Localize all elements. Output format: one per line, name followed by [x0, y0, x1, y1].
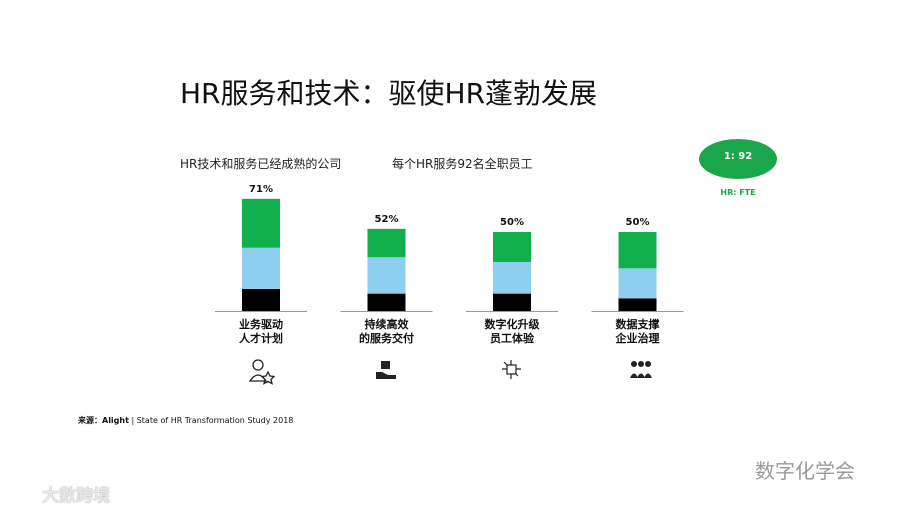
- category-label: 数字化升级 员工体验: [484, 318, 540, 345]
- bar-segment: [493, 262, 531, 294]
- category-label: 持续高效 的服务交付: [359, 318, 414, 345]
- bar-segment: [367, 228, 406, 258]
- bar-segment: [242, 288, 280, 311]
- icon-digital: [502, 360, 521, 379]
- bar-segment: [618, 232, 657, 269]
- ratio-badge: [699, 139, 777, 179]
- source-study: State of HR Transformation Study 2018: [136, 416, 294, 425]
- bar-segment: [493, 293, 531, 311]
- icon-person: [248, 359, 276, 385]
- source-sep: |: [131, 416, 135, 425]
- watermark: 数字化学会: [755, 459, 855, 483]
- source: 来源：Alight | State of HR Transformation S…: [78, 415, 293, 426]
- source-org: Alight: [102, 416, 129, 425]
- bar-segment: [493, 232, 531, 263]
- watermark: 大數跨境: [42, 486, 110, 506]
- bar-segment: [242, 198, 280, 248]
- heading: HR技术和服务已经成熟的公司: [180, 157, 342, 171]
- total-label: 50%: [500, 217, 524, 228]
- total-label: 52%: [375, 214, 399, 225]
- category-label: 数据支撑 企业治理: [615, 318, 660, 345]
- bar-segment: [618, 268, 657, 299]
- bar-segment: [367, 293, 406, 311]
- ratio-caption: HR: FTE: [720, 188, 756, 197]
- source-label: 来源：: [78, 416, 102, 425]
- bar-segment: [618, 298, 657, 311]
- ratio-text: 1: 92: [723, 151, 753, 162]
- total-label: 71%: [249, 184, 273, 195]
- bar-segment: [242, 247, 280, 289]
- slide-title: HR服务和技术：驱使HR蓬勃发展: [180, 77, 598, 110]
- icon-team: [630, 361, 652, 378]
- heading: 每个HR服务92名全职员工: [392, 157, 533, 171]
- bar-segment: [367, 257, 406, 294]
- total-label: 50%: [626, 217, 650, 228]
- category-label: 业务驱动 人才计划: [239, 318, 283, 345]
- icon-service: [376, 361, 396, 379]
